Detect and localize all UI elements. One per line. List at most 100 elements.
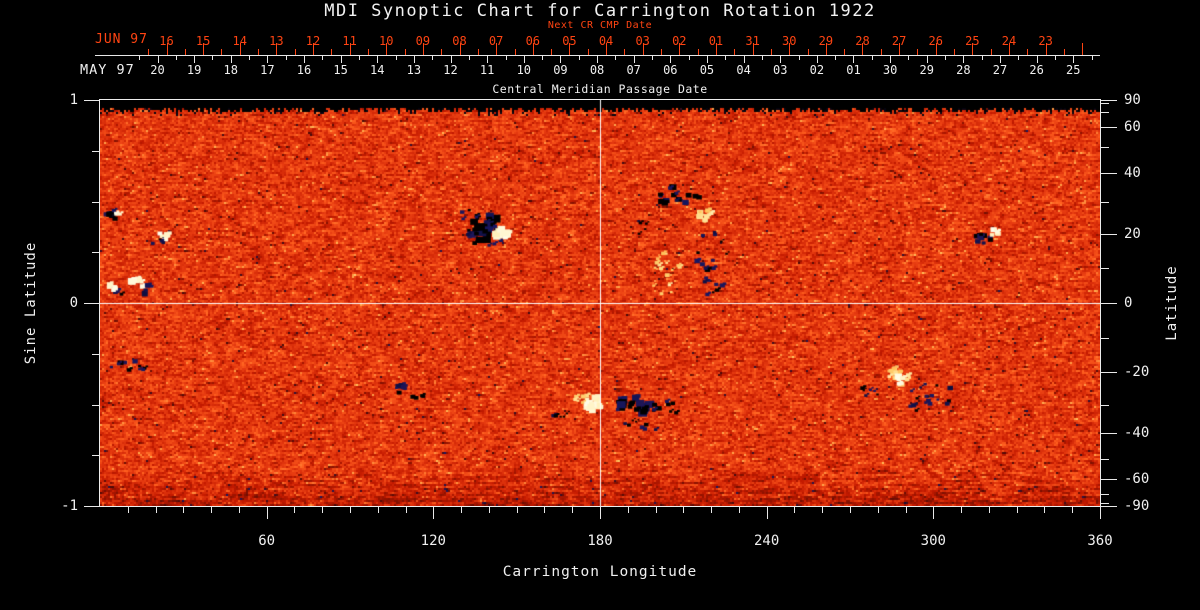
sine-latitude-tick-label: 1 — [69, 92, 78, 108]
longitude-minor-tick — [988, 507, 990, 513]
longitude-tick-label: 180 — [587, 533, 613, 549]
cmp-date-label: 08 — [589, 63, 605, 77]
longitude-major-tick — [1100, 507, 1101, 519]
next-cr-date-label: 05 — [562, 34, 577, 48]
latitude-tick-label: -40 — [1124, 425, 1150, 442]
cmp-era-label: MAY 97 — [80, 62, 135, 78]
latitude-major-tick — [1101, 233, 1117, 235]
right-axis-title: Latitude — [1164, 265, 1180, 341]
longitude-minor-tick — [683, 507, 685, 513]
sine-latitude-minor-tick — [92, 455, 99, 457]
next-cr-tick — [422, 43, 424, 55]
latitude-tick-label: 60 — [1124, 119, 1141, 136]
longitude-tick-label: 300 — [920, 533, 946, 549]
cmp-date-label: 13 — [406, 63, 422, 77]
magnetogram-canvas — [100, 100, 1100, 506]
longitude-minor-tick — [1072, 507, 1074, 513]
latitude-minor-tick — [1101, 112, 1109, 114]
longitude-tick-label: 360 — [1087, 533, 1113, 549]
cmp-tick — [139, 56, 141, 60]
next-cr-tick — [441, 49, 443, 55]
latitude-tick-label: -20 — [1124, 364, 1150, 381]
longitude-minor-tick — [488, 507, 490, 513]
next-cr-date-label: 11 — [342, 34, 357, 48]
cmp-tick — [505, 56, 507, 60]
plot-border — [99, 99, 1101, 507]
longitude-minor-tick — [322, 507, 324, 513]
next-cr-date-label: 10 — [379, 34, 394, 48]
next-cr-date-label: 30 — [781, 34, 797, 48]
cmp-tick — [780, 56, 782, 63]
cmp-tick — [816, 56, 818, 63]
latitude-minor-tick — [1101, 338, 1109, 340]
next-cr-tick — [404, 49, 406, 55]
cmp-tick — [157, 56, 159, 63]
cmp-date-label: 05 — [699, 63, 715, 77]
next-cr-date-label: 08 — [452, 34, 467, 48]
cmp-tick — [395, 56, 397, 60]
next-cr-tick — [331, 49, 333, 55]
cmp-tick — [432, 56, 434, 60]
cmp-tick — [835, 56, 837, 60]
cmp-tick — [267, 56, 269, 63]
cmp-tick — [743, 56, 745, 63]
next-cr-date-label: 13 — [269, 34, 284, 48]
longitude-minor-tick — [294, 507, 296, 513]
next-cr-tick — [807, 49, 809, 55]
next-cr-tick — [789, 43, 791, 55]
longitude-minor-tick — [627, 507, 629, 513]
next-cr-tick — [532, 43, 534, 55]
next-cr-tick — [551, 49, 553, 55]
latitude-major-tick — [1101, 127, 1117, 129]
cmp-tick — [1091, 56, 1093, 60]
next-cr-tick — [954, 49, 956, 55]
cmp-tick — [761, 56, 763, 60]
sine-latitude-tick-label: 0 — [69, 295, 78, 311]
cmp-tick — [542, 56, 544, 60]
cmp-tick — [890, 56, 892, 63]
latitude-minor-tick — [1101, 201, 1109, 203]
longitude-major-tick — [433, 507, 435, 519]
latitude-major-tick — [1101, 506, 1117, 507]
next-cr-date-label: 07 — [488, 34, 504, 48]
cmp-tick — [450, 56, 452, 63]
longitude-minor-tick — [822, 507, 824, 513]
longitude-minor-tick — [377, 507, 379, 513]
next-cr-tick — [386, 43, 388, 55]
longitude-tick-label: 120 — [420, 533, 446, 549]
cmp-tick — [322, 56, 324, 60]
latitude-tick-label: 20 — [1124, 225, 1141, 242]
next-cr-tick — [972, 43, 974, 55]
cmp-date-label: 03 — [772, 63, 788, 77]
longitude-minor-tick — [711, 507, 713, 513]
cmp-tick — [285, 56, 287, 60]
longitude-major-tick — [600, 507, 601, 519]
next-cr-tick — [1009, 43, 1010, 55]
next-cr-tick — [1082, 43, 1084, 55]
next-cr-date-label: 02 — [672, 34, 687, 48]
cmp-tick — [578, 56, 580, 60]
cmp-date-label: 27 — [992, 63, 1008, 77]
cmp-date-label: 30 — [882, 63, 898, 77]
next-cr-date-label: 25 — [965, 34, 980, 48]
longitude-minor-tick — [127, 507, 129, 513]
cmp-tick — [358, 56, 360, 60]
latitude-minor-tick — [1101, 147, 1109, 149]
chart-title: MDI Synoptic Chart for Carrington Rotati… — [324, 1, 876, 21]
next-cr-tick — [862, 43, 864, 55]
longitude-minor-tick — [794, 507, 796, 513]
next-cr-tick — [496, 43, 498, 55]
latitude-tick-label: -60 — [1124, 470, 1150, 487]
cmp-tick — [487, 56, 489, 63]
latitude-minor-tick — [1101, 458, 1109, 460]
longitude-minor-tick — [183, 507, 185, 513]
latitude-minor-tick — [1101, 103, 1109, 105]
next-cr-date-label: 01 — [708, 34, 724, 48]
cmp-tick — [212, 56, 214, 60]
longitude-tick-label: 60 — [258, 533, 276, 549]
longitude-minor-tick — [211, 507, 213, 513]
next-cr-tick — [825, 43, 827, 55]
next-cr-date-label: 06 — [525, 34, 541, 48]
latitude-major-tick — [1101, 172, 1117, 174]
cmp-tick — [981, 56, 983, 60]
